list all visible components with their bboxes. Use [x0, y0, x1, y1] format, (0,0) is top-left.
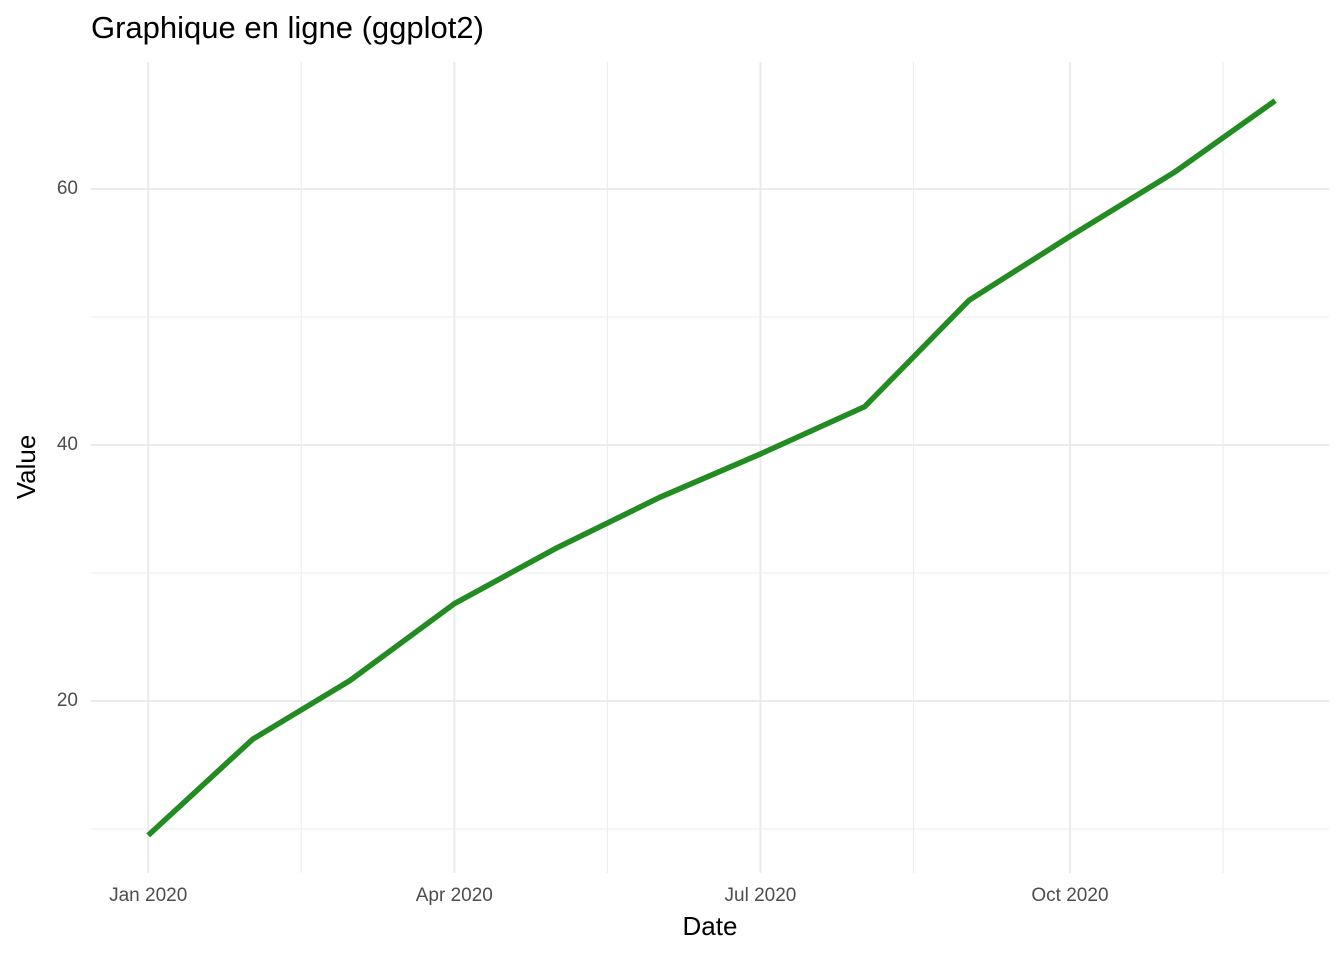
y-tick-label: 40: [57, 434, 78, 455]
x-tick-label: Jan 2020: [109, 885, 187, 906]
chart-title: Graphique en ligne (ggplot2): [91, 10, 484, 45]
x-tick-label: Apr 2020: [416, 885, 493, 906]
grid: [91, 62, 1329, 873]
data-line: [146, 98, 1277, 838]
y-tick-label: 20: [57, 690, 78, 711]
y-tick-label: 60: [57, 178, 78, 199]
x-tick-label: Jul 2020: [725, 885, 797, 906]
y-axis-title: Value: [11, 435, 41, 500]
x-axis-title: Date: [683, 911, 738, 941]
x-tick-label: Oct 2020: [1031, 885, 1108, 906]
